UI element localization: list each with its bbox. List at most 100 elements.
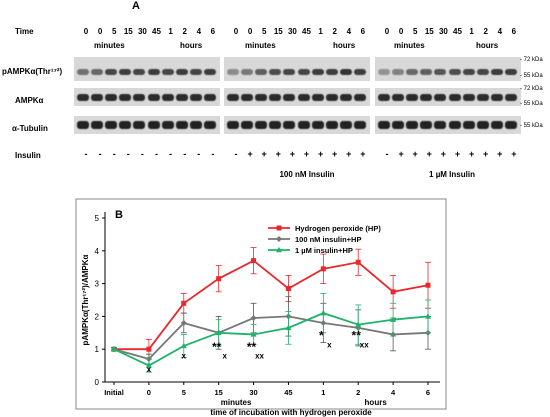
blot-band xyxy=(462,94,475,101)
significance-marker: ** xyxy=(212,340,222,354)
significance-marker: x xyxy=(182,351,187,360)
time-label: 5 xyxy=(111,27,117,36)
data-point xyxy=(320,309,327,316)
data-point xyxy=(180,319,187,326)
blot-band xyxy=(392,94,405,101)
data-point xyxy=(181,300,187,306)
x-axis-label: time of incubation with hydrogen peroxid… xyxy=(210,408,372,417)
panel-a-letter: A xyxy=(132,0,140,12)
time-label: 6 xyxy=(360,27,366,36)
significance-marker: ** xyxy=(352,328,362,342)
x-tick-label: 5 xyxy=(182,388,186,397)
time-label: 15 xyxy=(424,27,434,36)
blot-band xyxy=(434,94,447,101)
blot-band xyxy=(241,69,254,75)
row-label-pampk: pAMPKα(Thr¹⁷²) xyxy=(2,67,63,76)
insulin-sign: + xyxy=(303,149,310,159)
insulin-sign: + xyxy=(398,149,404,159)
blot-band xyxy=(255,94,268,101)
time-label: 15 xyxy=(273,27,283,36)
blot-band xyxy=(119,94,132,101)
blot-band xyxy=(269,121,282,129)
blot-band xyxy=(119,69,132,75)
time-label: 4 xyxy=(497,27,503,36)
blot-band xyxy=(91,69,104,75)
blot-band xyxy=(406,69,419,75)
blot-band xyxy=(325,69,338,75)
blot-band xyxy=(297,94,310,101)
blot-band xyxy=(283,69,296,75)
blot-band xyxy=(77,121,89,129)
data-point xyxy=(425,282,431,288)
minutes-label-g1: minutes xyxy=(94,41,125,50)
blot-band xyxy=(91,121,104,129)
time-label: 6 xyxy=(511,27,517,36)
data-point xyxy=(285,324,292,331)
blot-band xyxy=(434,121,447,129)
blot-band xyxy=(147,69,160,75)
data-point xyxy=(111,346,117,352)
blot-band xyxy=(339,69,352,75)
blot-band xyxy=(105,121,118,129)
blot-band xyxy=(311,94,324,101)
blot-band xyxy=(311,121,324,129)
insulin-sign: + xyxy=(332,149,338,159)
time-label: 5 xyxy=(412,27,418,36)
blot-band xyxy=(147,94,160,101)
blot-band xyxy=(504,94,517,101)
data-point xyxy=(390,316,397,322)
blot-band xyxy=(133,121,146,129)
blot-band xyxy=(325,121,338,129)
insulin-sign: - xyxy=(140,149,144,159)
chart-frame xyxy=(75,198,447,410)
data-point xyxy=(355,321,362,327)
blot-band xyxy=(490,69,503,75)
insulin-sign: - xyxy=(197,149,201,159)
blot-strip xyxy=(375,57,521,81)
blot-band xyxy=(227,69,239,75)
blot-strip xyxy=(224,88,370,106)
insulin-sign: + xyxy=(497,149,503,159)
insulin-sign: + xyxy=(511,149,517,159)
insulin-sign: - xyxy=(98,149,102,159)
x-tick-label: 0 xyxy=(147,388,151,397)
insulin-sign: - xyxy=(84,149,88,159)
data-point xyxy=(285,286,291,292)
blot-band xyxy=(476,69,489,75)
kda-label-55-mid: - 55 kDa xyxy=(520,101,543,107)
y-tick-label: 3 xyxy=(95,280,100,289)
blot-band xyxy=(490,121,503,129)
legend-marker xyxy=(276,236,282,242)
time-row-label: Time xyxy=(15,27,34,36)
blot-band xyxy=(339,94,352,101)
blot-band xyxy=(448,94,461,101)
blot-band xyxy=(227,121,239,129)
group-label-1um: 1 µM Insulin xyxy=(429,170,475,179)
data-point xyxy=(146,346,152,352)
insulin-sign: + xyxy=(346,149,352,159)
blot-band xyxy=(392,69,405,75)
time-label: 4 xyxy=(196,27,202,36)
blot-strip xyxy=(74,116,220,134)
blot-band xyxy=(311,69,324,75)
blot-band xyxy=(476,94,489,101)
time-label: 0 xyxy=(247,27,253,36)
time-label: 4 xyxy=(346,27,352,36)
blot-band xyxy=(77,94,89,101)
time-label: 1 xyxy=(469,27,474,36)
blot-band xyxy=(476,121,489,129)
blot-band xyxy=(378,94,390,101)
row-label-tubulin: α-Tubulin xyxy=(12,124,48,133)
insulin-sign: + xyxy=(360,149,366,159)
blot-band xyxy=(91,94,104,101)
blot-band xyxy=(448,69,461,75)
insulin-sign: + xyxy=(468,149,475,159)
blot-strip xyxy=(224,57,370,81)
insulin-sign: - xyxy=(183,149,187,159)
x-tick-label: 15 xyxy=(214,388,222,397)
insulin-sign: + xyxy=(483,149,489,159)
time-label: 45 xyxy=(302,27,311,36)
kda-label-55-bottom: - 55 kDa xyxy=(520,123,543,129)
blot-band xyxy=(105,69,118,75)
blot-band xyxy=(434,69,447,75)
